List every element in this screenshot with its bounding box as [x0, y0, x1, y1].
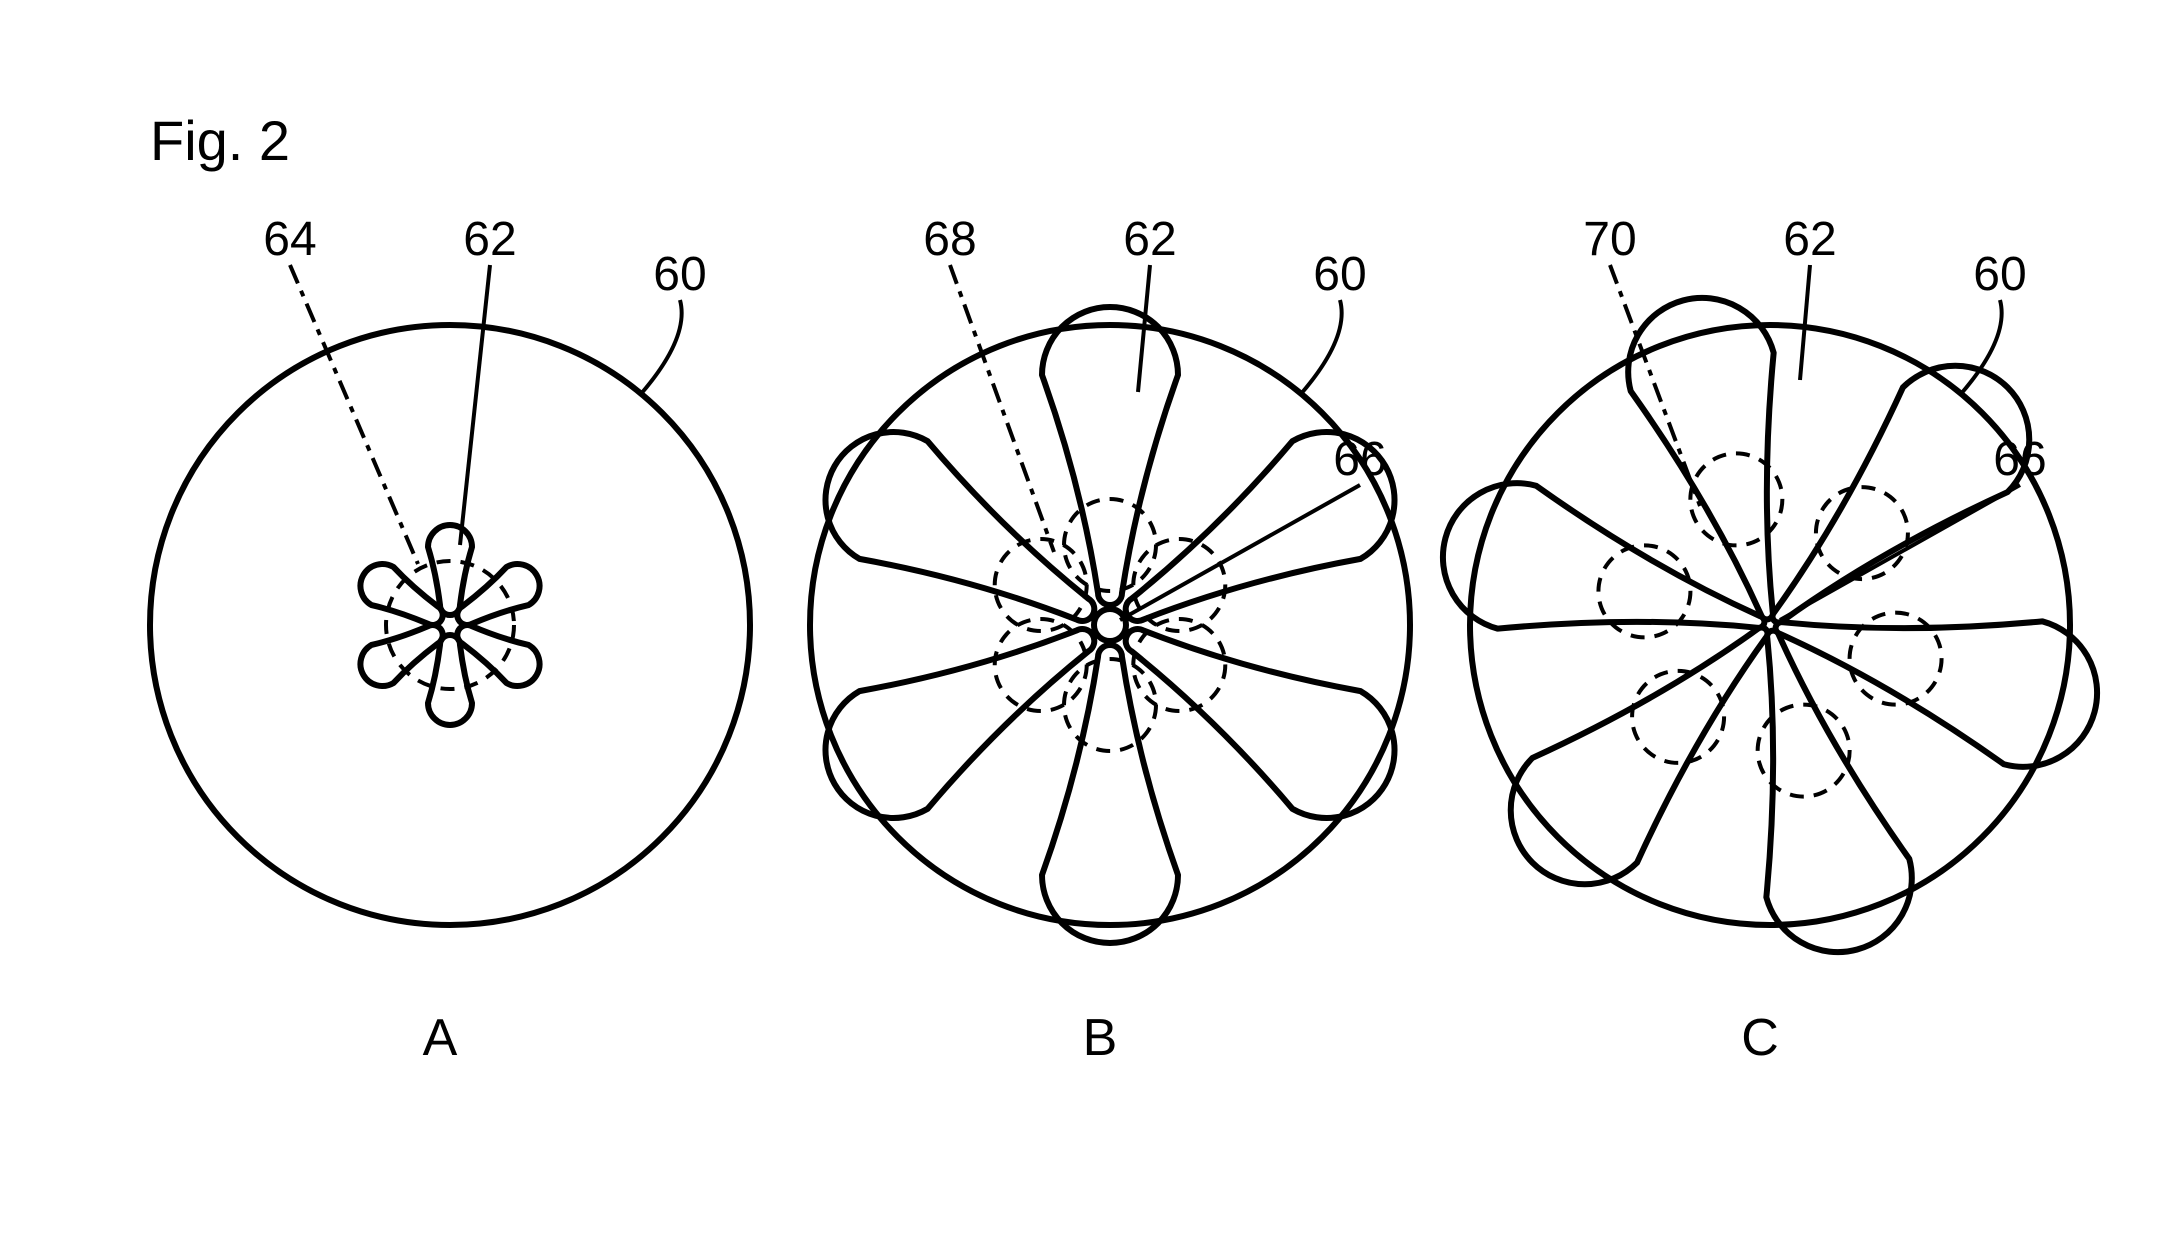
ref-label-62: 62 [463, 213, 516, 266]
ref-label-60: 60 [653, 248, 706, 301]
ref-label-64: 64 [263, 213, 316, 266]
figure-title: Fig. 2 [150, 109, 290, 172]
ref-label-60: 60 [1973, 248, 2026, 301]
ref-label-70: 70 [1583, 213, 1636, 266]
ref-label-62: 62 [1123, 213, 1176, 266]
ref-label-62: 62 [1783, 213, 1836, 266]
panel-label-C: C [1741, 1009, 1779, 1067]
panel-label-B: B [1083, 1009, 1118, 1067]
ref-label-68: 68 [923, 213, 976, 266]
panel-label-A: A [423, 1009, 458, 1067]
ref-label-60: 60 [1313, 248, 1366, 301]
figure-canvas: Fig. 2 64 62 60 A 68 62 60 66 B 70 62 60 66 C [0, 0, 2179, 1245]
ref-label-66: 66 [1993, 433, 2046, 486]
ref-label-66: 66 [1333, 433, 1386, 486]
